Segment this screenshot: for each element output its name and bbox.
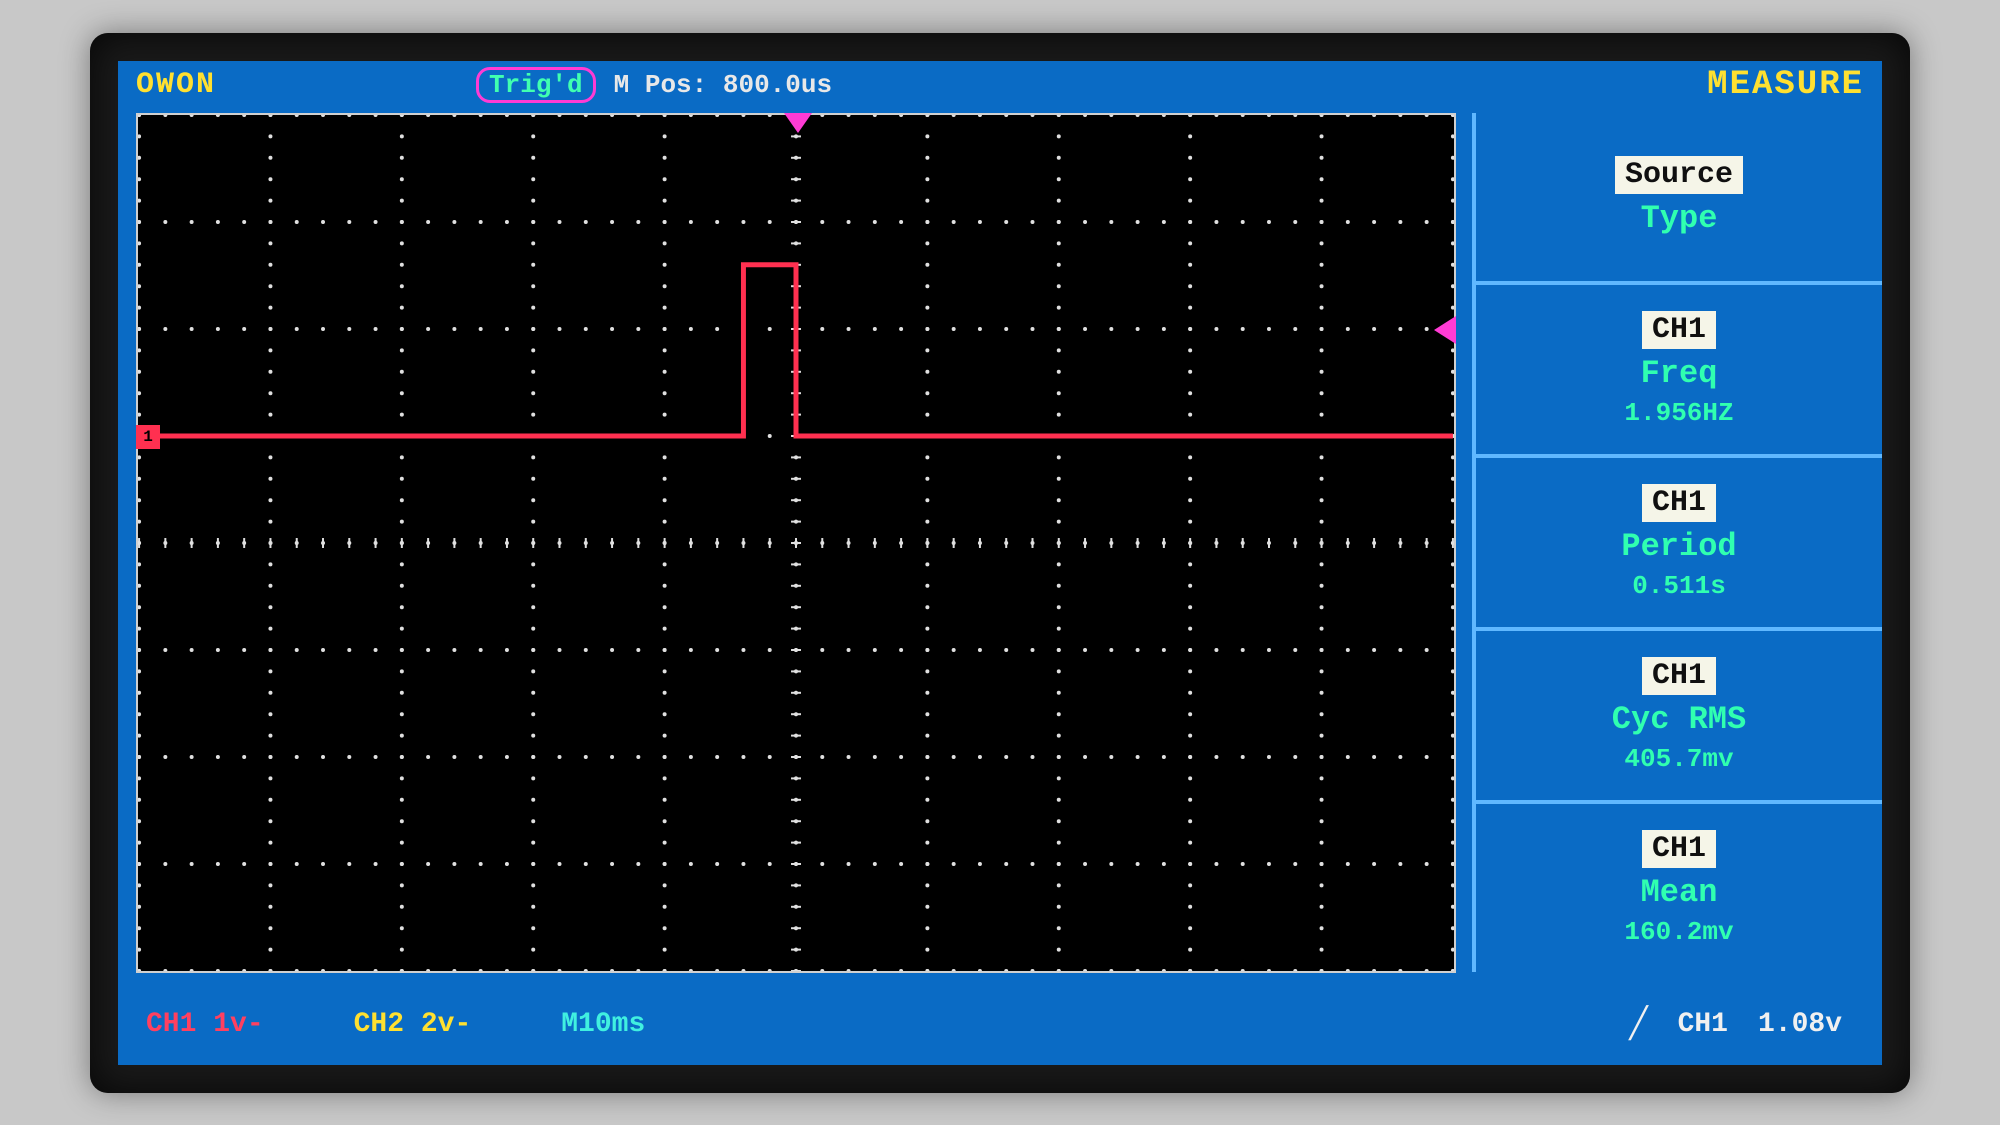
period-value: 0.511s — [1632, 571, 1726, 601]
source-type-label: Type — [1641, 200, 1718, 237]
bottom-bar: CH1 1v- CH2 2v- M10ms ╱ CH1 1.08v — [136, 985, 1882, 1065]
sidebar-item-cycrms[interactable]: CH1 Cyc RMS 405.7mv — [1472, 627, 1882, 800]
mean-channel-badge: CH1 — [1642, 830, 1716, 868]
trigger-level-marker — [1434, 316, 1456, 344]
top-bar: OWON Trig'd M Pos: 800.0us MEASURE — [118, 61, 1882, 109]
sidebar-item-period[interactable]: CH1 Period 0.511s — [1472, 454, 1882, 627]
trigger-info: ╱ CH1 1.08v — [1630, 1006, 1843, 1043]
trigger-level-value: 1.08v — [1758, 1009, 1842, 1040]
mean-value: 160.2mv — [1624, 917, 1733, 947]
trigger-status-badge: Trig'd — [476, 67, 596, 103]
m-pos-value: 800.0us — [723, 70, 832, 100]
measure-menu-title: MEASURE — [1707, 66, 1864, 104]
monitor-bezel: OWON Trig'd M Pos: 800.0us MEASURE 1 Sou… — [90, 33, 1910, 1093]
ch1-scale-readout: CH1 1v- — [146, 1009, 264, 1040]
period-channel-badge: CH1 — [1642, 484, 1716, 522]
mean-label: Mean — [1641, 874, 1718, 911]
rising-edge-icon: ╱ — [1630, 1006, 1648, 1043]
oscilloscope-screen: OWON Trig'd M Pos: 800.0us MEASURE 1 Sou… — [118, 61, 1882, 1065]
sidebar-item-source[interactable]: Source Type — [1472, 113, 1882, 282]
brand-logo: OWON — [136, 68, 216, 102]
cycrms-label: Cyc RMS — [1612, 701, 1746, 738]
cycrms-value: 405.7mv — [1624, 744, 1733, 774]
freq-channel-badge: CH1 — [1642, 311, 1716, 349]
source-badge: Source — [1615, 156, 1743, 194]
freq-value: 1.956HZ — [1624, 398, 1733, 428]
measure-sidebar: Source Type CH1 Freq 1.956HZ CH1 Period … — [1472, 113, 1882, 973]
m-pos-label: M Pos: — [614, 70, 708, 100]
sidebar-item-mean[interactable]: CH1 Mean 160.2mv — [1472, 800, 1882, 973]
sidebar-item-freq[interactable]: CH1 Freq 1.956HZ — [1472, 281, 1882, 454]
trigger-time-marker — [784, 113, 812, 133]
period-label: Period — [1621, 528, 1736, 565]
ch1-ground-marker: 1 — [136, 425, 160, 449]
timebase-readout: M10ms — [561, 1009, 645, 1040]
trigger-channel: CH1 — [1678, 1009, 1728, 1040]
cycrms-channel-badge: CH1 — [1642, 657, 1716, 695]
m-position-readout: M Pos: 800.0us — [614, 70, 832, 100]
waveform-svg — [138, 115, 1454, 971]
waveform-graticule[interactable]: 1 — [136, 113, 1456, 973]
freq-label: Freq — [1641, 355, 1718, 392]
ch2-scale-readout: CH2 2v- — [354, 1009, 472, 1040]
